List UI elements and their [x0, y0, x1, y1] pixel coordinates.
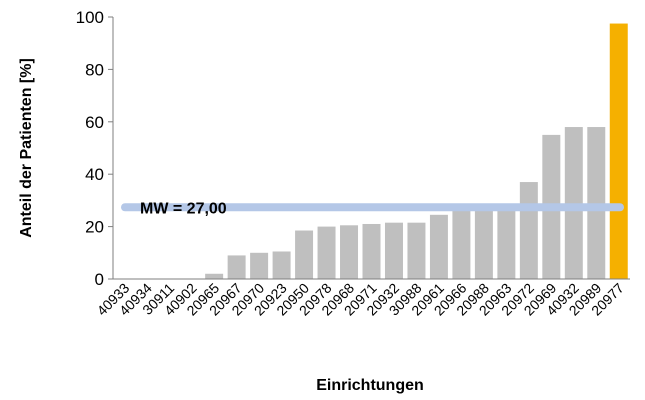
bar-30988	[407, 222, 426, 279]
bars	[205, 23, 628, 279]
bar-20989	[587, 127, 606, 279]
bar-20978	[317, 226, 336, 279]
bar-20977	[609, 23, 628, 279]
bar-20967	[227, 255, 246, 279]
bar-20923	[272, 251, 291, 279]
y-tick-label: 80	[85, 60, 104, 79]
mean-label: MW = 27,00	[140, 200, 227, 217]
y-tick-label: 60	[85, 113, 104, 132]
x-axis-category-labels: 4093340934309114090220965209672097020923…	[94, 280, 628, 319]
bar-20963	[497, 208, 516, 279]
y-axis-title: Anteil der Patienten [%]	[18, 58, 35, 238]
bar-20971	[362, 223, 381, 279]
bar-20972	[519, 182, 538, 279]
axes	[112, 17, 630, 280]
x-axis-title: Einrichtungen	[316, 377, 424, 394]
y-tick-label: 0	[95, 270, 104, 289]
bar-20988	[474, 208, 493, 279]
mean-line-group: MW = 27,00	[121, 200, 624, 217]
bar-20950	[295, 230, 314, 279]
bar-20965	[205, 273, 224, 279]
y-tick-label: 40	[85, 165, 104, 184]
y-tick-label: 100	[76, 8, 104, 27]
bar-20961	[429, 214, 448, 279]
bar-20968	[340, 225, 359, 279]
y-tick-label: 20	[85, 218, 104, 237]
y-axis-ticks: 0 20 40 60 80 100	[76, 8, 113, 289]
bar-20970	[250, 252, 269, 279]
bar-20932	[384, 222, 403, 279]
bar-40932	[564, 127, 583, 279]
bar-20966	[452, 210, 471, 279]
